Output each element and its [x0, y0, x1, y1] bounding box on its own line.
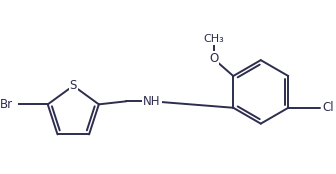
Text: Cl: Cl	[323, 101, 334, 114]
Text: S: S	[70, 79, 77, 92]
Text: methoxy: methoxy	[211, 36, 217, 37]
Text: CH₃: CH₃	[203, 34, 224, 44]
Text: O: O	[209, 52, 218, 65]
Text: Br: Br	[0, 98, 13, 111]
Text: NH: NH	[143, 95, 161, 108]
